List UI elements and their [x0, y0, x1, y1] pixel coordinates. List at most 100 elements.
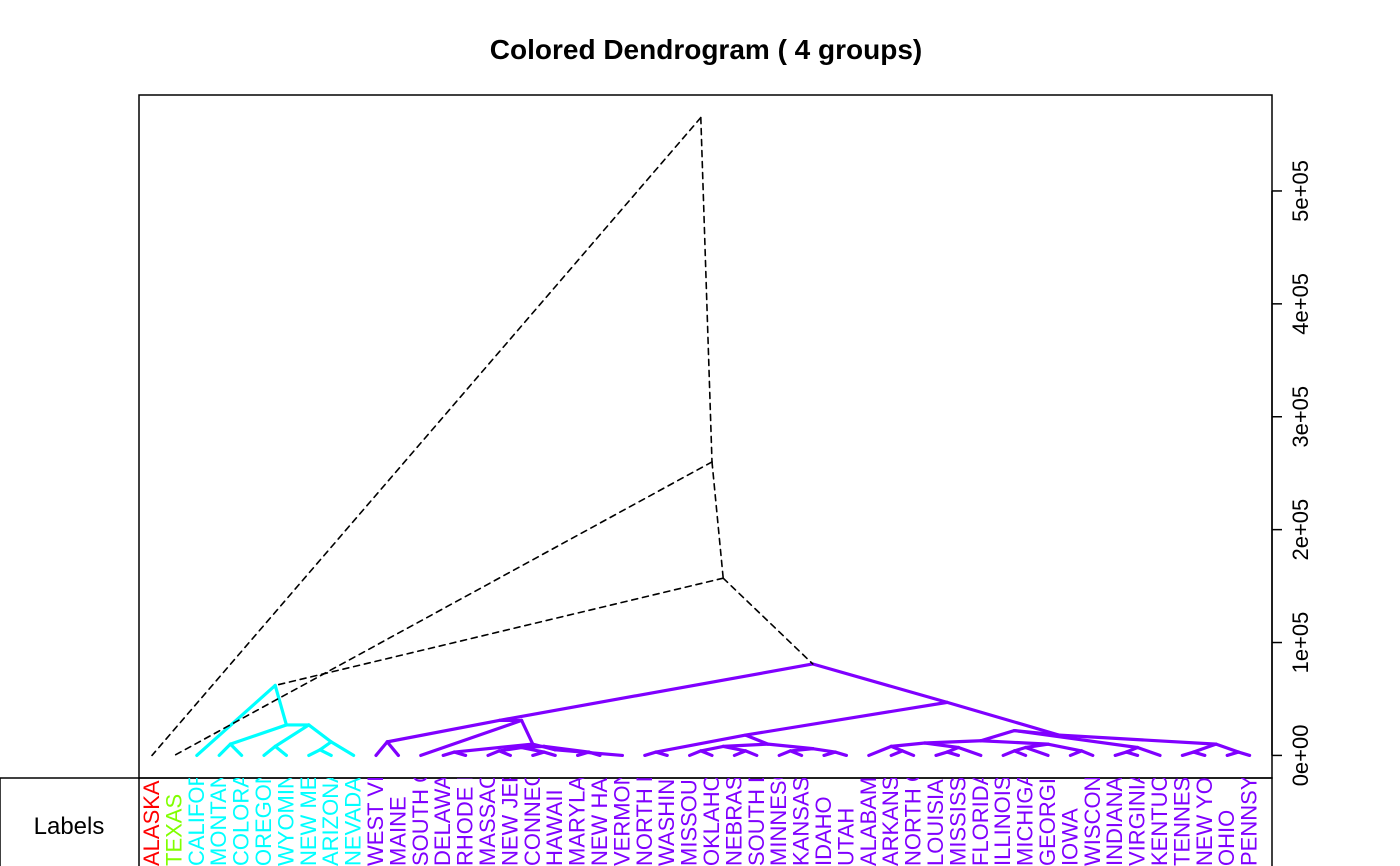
leaf-label: TEXAS: [161, 794, 186, 866]
dendrogram-edge: [743, 749, 759, 758]
dendrogram-edge: [531, 742, 557, 752]
dendrogram-edge: [1023, 745, 1050, 758]
dendrogram-edge: [979, 739, 1050, 746]
dendrogram-edge: [1079, 749, 1095, 758]
dendrogram-edge: [329, 740, 356, 758]
dendrogram-edge: [173, 461, 713, 757]
leaf-label: ARIZONA: [318, 768, 343, 866]
leaf-label: IDAHO: [811, 796, 836, 866]
dendrogram-edge: [273, 744, 288, 758]
dendrogram-edge: [766, 742, 815, 751]
dendrogram-edge: [743, 733, 770, 746]
y-tick-label: 1e+05: [1288, 612, 1313, 674]
dendrogram-edge: [643, 750, 658, 758]
leaf-label: HAWAII: [542, 789, 567, 866]
leaf-label: GEORGIA: [1035, 763, 1060, 866]
leaf-label: RHODE ISLAND: [453, 701, 478, 866]
leaf-label: ALASKA: [139, 780, 164, 866]
dendrogram-edge: [441, 750, 456, 758]
leaf-label: NORTH DAKOTA: [632, 693, 657, 866]
dendrogram-edge: [273, 723, 311, 748]
dendrogram-edge: [318, 748, 333, 758]
dendrogram-edge: [307, 748, 322, 758]
leaf-label: WASHINGTON: [654, 716, 679, 866]
dendrogram-edge: [1236, 750, 1252, 758]
leaf-label: ALABAMA: [856, 762, 881, 866]
chart-title: Colored Dendrogram ( 4 groups): [490, 34, 922, 65]
leaf-label: MASSACHUSETTS: [475, 670, 500, 866]
dendrogram-edge: [923, 739, 983, 745]
leaf-label: ILLINOIS: [990, 776, 1015, 866]
leaf-label: PENNSYLVANIA: [1237, 700, 1262, 866]
leaf-label: VERMONT: [609, 756, 634, 866]
leaf-label: NEW HAMPSHIRE: [587, 678, 612, 866]
dendrogram-edge: [867, 744, 893, 758]
dendrogram-edge: [654, 733, 748, 754]
leaf-label: MICHIGAN: [1013, 756, 1038, 866]
leaf-label: WEST VIRGINIA: [363, 700, 388, 866]
leaf-label: CALIFORNIA: [184, 734, 209, 866]
leaf-label: KENTUCKY: [1147, 746, 1172, 866]
leaf-label: MINNESOTA: [766, 737, 791, 866]
dendrogram-edge: [722, 577, 814, 665]
y-axis: 0e+00 1e+05 2e+05 3e+05 4e+05 5e+05: [1271, 160, 1313, 787]
dendrogram-edge: [274, 577, 725, 687]
label-row-frame: [0, 777, 1273, 866]
leaf-label: NEBRASKA: [721, 746, 746, 866]
dendrogram-edge: [721, 742, 770, 748]
dendrogram-edge: [1135, 745, 1162, 758]
dendrogram-edge: [699, 116, 713, 463]
leaf-label: MARYLAND: [565, 744, 590, 866]
leaf-label: OHIO: [1214, 810, 1239, 866]
dendrogram-edge: [497, 745, 524, 753]
dendrogram-edge: [374, 740, 389, 758]
leaf-label: NEW MEXICO: [296, 722, 321, 866]
dendrogram-edge: [1012, 745, 1028, 753]
dendrogram-edge: [228, 723, 288, 746]
leaf-label: WISCONSIN: [1080, 739, 1105, 866]
leaf-label: TENNESSEE: [1169, 733, 1194, 866]
leaf-label: ARKANSAS: [878, 746, 903, 866]
dendrogram-edge: [1046, 742, 1084, 753]
leaf-label: MISSISSIPPI: [945, 735, 970, 866]
dendrogram-edge: [1113, 750, 1129, 758]
leaf-label: CONNECTICUT: [520, 706, 545, 866]
dendrogram-edge: [385, 718, 501, 744]
y-tick-label: 3e+05: [1288, 386, 1313, 448]
dendrogram-edge: [711, 461, 725, 579]
leaf-label: LOUISIANA: [923, 748, 948, 866]
dendrogram-edge: [979, 728, 1017, 743]
dendrogram-edge: [811, 662, 949, 704]
dendrogram-edge: [486, 749, 501, 758]
dendrogram-edge: [811, 747, 837, 754]
dendrogram-edge: [699, 744, 725, 753]
dendrogram-edge: [195, 683, 277, 758]
dendrogram-edge: [743, 700, 949, 737]
dendrogram-edge: [452, 742, 535, 754]
dendrogram-edge: [687, 749, 703, 758]
leaf-label: MISSOURI: [677, 757, 702, 866]
dendrogram-edge: [497, 662, 815, 723]
y-tick-label: 0e+00: [1288, 725, 1313, 787]
dendrogram-edge: [228, 742, 244, 758]
leaf-label: KANSAS: [789, 777, 814, 866]
leaf-label: MAINE: [385, 796, 410, 866]
dendrogram-edge: [385, 740, 400, 758]
leaf-label: COLORADO: [229, 740, 254, 866]
leaf-labels: ALASKATEXASCALIFORNIAMONTANACOLORADOOREG…: [139, 669, 1262, 866]
leaf-label: NEVADA: [341, 777, 366, 866]
dendrogram-edge: [889, 741, 927, 748]
leaf-label: WYOMING: [273, 756, 298, 866]
leaf-label: IOWA: [1057, 808, 1082, 866]
leaf-label: NORTH CAROLINA: [901, 669, 926, 866]
dendrogram-edge: [273, 683, 288, 727]
dendrogram-edge: [419, 718, 524, 758]
leaf-label: VIRGINIA: [1125, 769, 1150, 866]
y-tick-label: 5e+05: [1288, 160, 1313, 222]
dendrogram-edge: [1180, 750, 1196, 758]
leaf-label: SOUTH CAROLINA: [408, 670, 433, 866]
dendrogram-edge: [217, 742, 232, 758]
dendrogram-edge: [777, 749, 793, 758]
dendrogram-edge: [519, 718, 535, 746]
